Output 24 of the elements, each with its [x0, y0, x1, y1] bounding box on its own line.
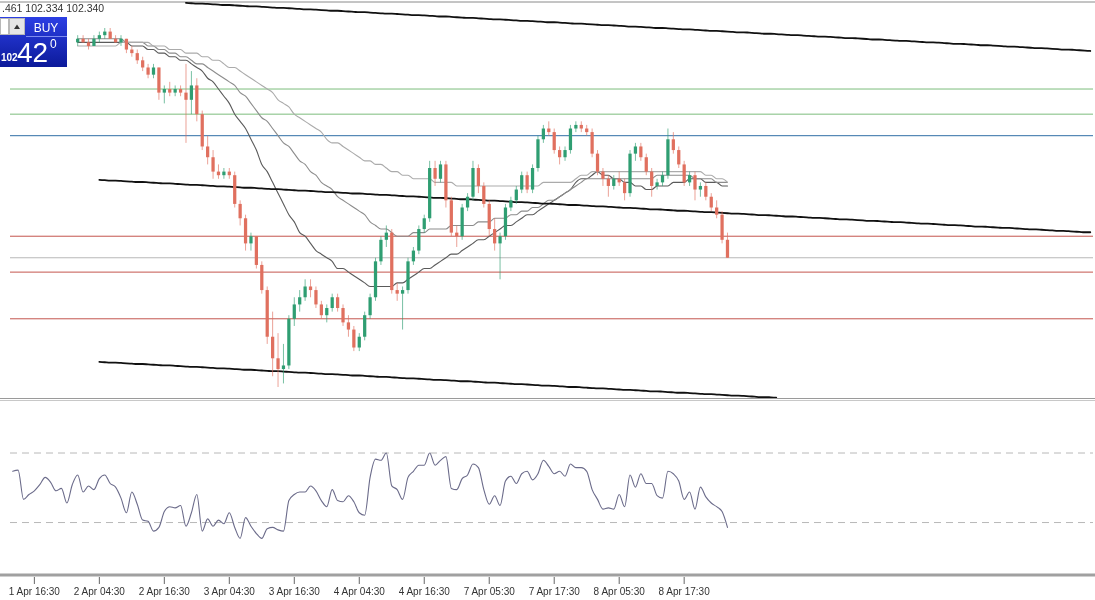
- candlestick: [574, 120, 578, 133]
- x-tick-label: 3 Apr 16:30: [268, 586, 321, 597]
- text: .461 102.334 102.340: [2, 2, 105, 14]
- annotation: BUY: [33, 21, 59, 35]
- candlestick: [601, 167, 605, 187]
- x-tick-label: 2 Apr 04:30: [73, 586, 126, 597]
- x-tick-label: 7 Apr 05:30: [463, 586, 516, 597]
- candlestick: [249, 232, 253, 252]
- candlestick: [563, 145, 567, 162]
- x-tick-label: 3 Apr 04:30: [203, 586, 256, 597]
- x-tick-label: 8 Apr 17:30: [658, 586, 711, 597]
- annotation: 102: [1, 52, 19, 63]
- candlestick: [222, 167, 226, 180]
- annotation: 0: [50, 37, 57, 51]
- x-tick-label: 4 Apr 16:30: [398, 586, 451, 597]
- x-tick-label: 1 Apr 16:30: [8, 586, 61, 597]
- x-tick-label: 2 Apr 16:30: [138, 586, 191, 597]
- candlestick: [655, 178, 659, 191]
- x-tick-label: 7 Apr 17:30: [528, 586, 581, 597]
- x-tick-label: 4 Apr 04:30: [333, 586, 386, 597]
- x-tick-label: 8 Apr 05:30: [593, 586, 646, 597]
- candlestick: [119, 34, 123, 47]
- candlestick: [81, 34, 85, 43]
- annotation: 42: [17, 37, 49, 68]
